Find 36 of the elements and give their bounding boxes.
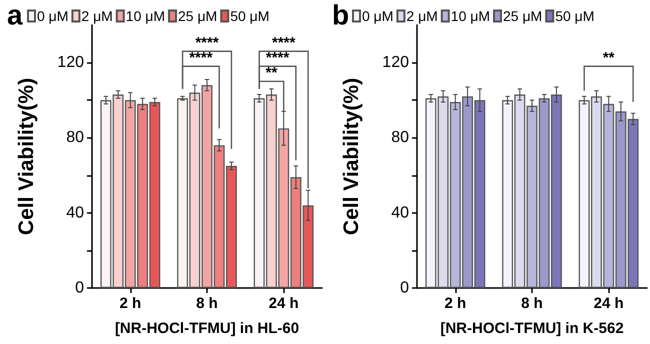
legend-label: 25 μM xyxy=(178,8,218,24)
x-axis-title: [NR-HOCl-TFMU] in HL-60 xyxy=(114,320,300,337)
legend-label: 2 μM xyxy=(81,8,113,24)
legend-label: 0 μM xyxy=(37,8,68,24)
legend-label: 2 μM xyxy=(406,8,438,24)
y-tick-label: 80 xyxy=(391,129,410,146)
legend-label: 10 μM xyxy=(450,8,490,24)
annotation: **** xyxy=(189,49,213,66)
x-tick-label: 8 h xyxy=(521,295,543,312)
y-tick-label: 120 xyxy=(382,54,410,72)
y-axis-title: Cell Viability(%) xyxy=(340,78,363,236)
x-tick-label: 24 h xyxy=(268,295,299,312)
x-tick-label: 8 h xyxy=(196,295,218,312)
y-tick-label: 0 xyxy=(75,280,84,296)
y-tick-label: 120 xyxy=(57,54,84,72)
y-tick-label: 0 xyxy=(400,280,410,296)
legend-label: 0 μM xyxy=(362,8,394,24)
annotation: **** xyxy=(272,34,296,52)
legend-label: 25 μM xyxy=(503,8,542,24)
y-axis-title: Cell Viability(%) xyxy=(15,78,38,236)
annotation: ** xyxy=(602,49,615,66)
annotation: **** xyxy=(195,34,219,52)
x-tick-label: 24 h xyxy=(594,295,624,312)
annotation: ** xyxy=(266,64,278,82)
y-tick-label: 40 xyxy=(391,204,410,222)
legend-label: 10 μM xyxy=(126,8,166,24)
y-tick-label: 80 xyxy=(66,129,84,146)
legend-label: 50 μM xyxy=(230,8,270,24)
legend-label: 50 μM xyxy=(555,8,594,24)
annotation: **** xyxy=(266,49,290,66)
chart-title: b xyxy=(332,0,350,30)
x-tick-label: 2 h xyxy=(119,295,142,312)
y-tick-label: 40 xyxy=(66,204,84,222)
chart-title: a xyxy=(7,0,23,30)
x-axis-title: [NR-HOCl-TFMU] in K-562 xyxy=(440,320,624,337)
x-tick-label: 2 h xyxy=(444,295,466,312)
